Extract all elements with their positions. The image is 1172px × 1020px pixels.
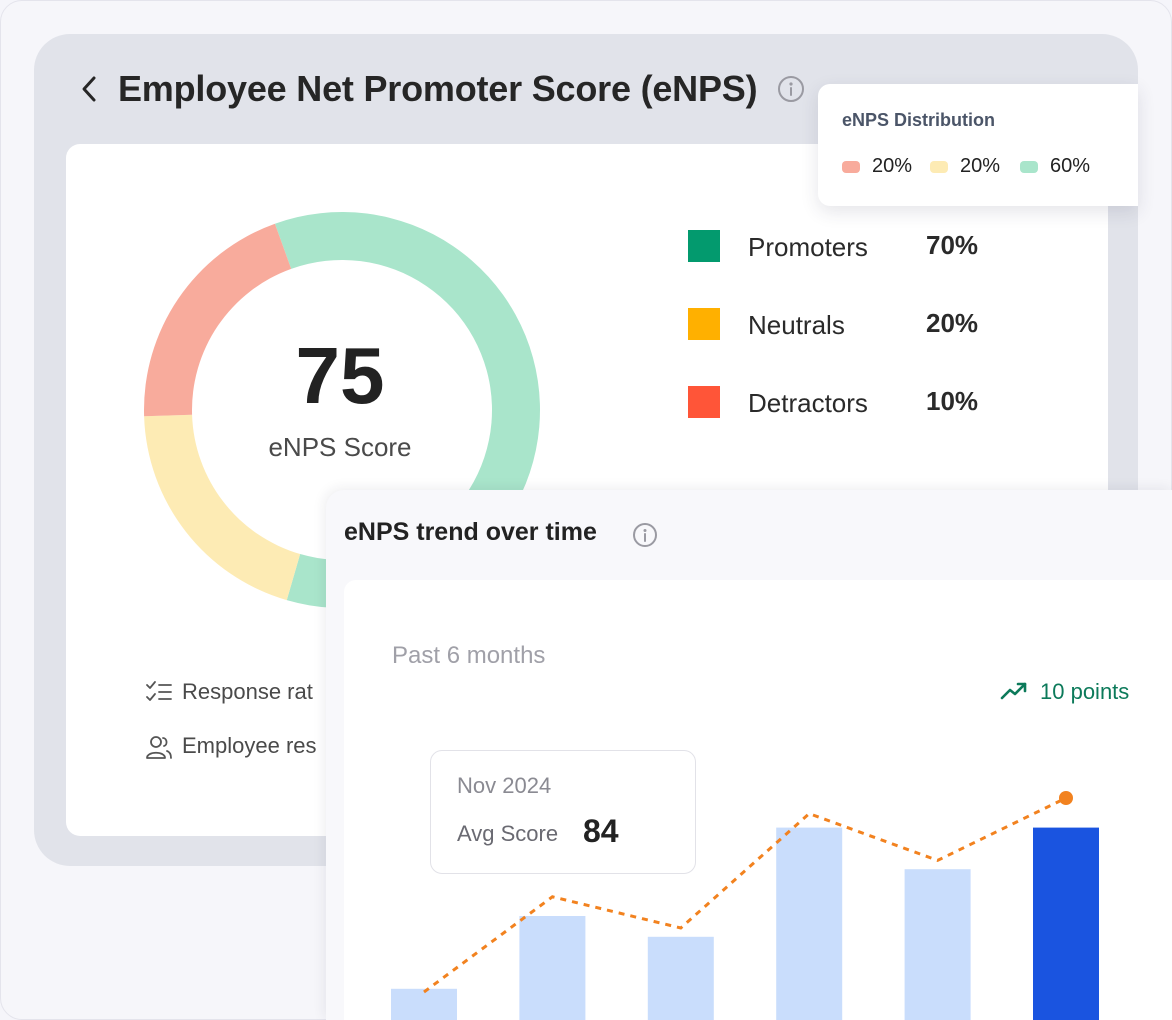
trend-bar[interactable] [647, 936, 714, 1020]
neutrals-swatch [688, 308, 720, 340]
info-icon[interactable] [777, 75, 805, 103]
trend-change-value: 10 points [1040, 679, 1130, 704]
distribution-dot [842, 161, 860, 173]
trend-bar[interactable] [904, 869, 971, 1020]
legend-percent: 10% [926, 386, 979, 416]
trend-bar[interactable] [519, 916, 586, 1020]
page-title: Employee Net Promoter Score (eNPS) [118, 68, 758, 109]
distribution-dot [930, 161, 948, 173]
trend-bar[interactable] [1033, 827, 1099, 1020]
period-label[interactable]: Past 6 months [392, 642, 546, 669]
info-icon[interactable] [632, 522, 658, 548]
legend-label: Detractors [748, 388, 868, 418]
trend-bar[interactable] [776, 827, 843, 1020]
trend-title: eNPS trend over time [344, 518, 597, 546]
donut-segment [144, 223, 292, 417]
users-icon [146, 736, 172, 759]
legend-label: Neutrals [748, 310, 845, 340]
tooltip-label: Avg Score [457, 821, 559, 846]
legend-label: Promoters [748, 232, 868, 262]
checklist-icon [146, 681, 172, 701]
tooltip-date: Nov 2024 [457, 773, 552, 798]
enps-trend-chart [391, 791, 1099, 1020]
legend-percent: 70% [926, 230, 979, 260]
enps-score-label: eNPS Score [268, 432, 412, 462]
trending-up-icon [1000, 682, 1027, 700]
enps-score-value: 75 [295, 331, 385, 420]
chart-tooltip: Nov 2024 Avg Score 84 [430, 750, 696, 874]
tooltip-value: 84 [583, 813, 619, 849]
promoters-swatch [688, 230, 720, 262]
enps-distribution-popup: eNPS Distribution 20% 20% 60% [818, 84, 1138, 206]
distribution-title: eNPS Distribution [842, 110, 996, 130]
donut-segment [144, 414, 301, 601]
employee-responses-label: Employee res [182, 733, 317, 758]
chevron-left-icon[interactable] [78, 72, 100, 106]
trend-line-endpoint [1059, 791, 1073, 805]
trend-line [423, 796, 1067, 994]
response-rate-label: Response rat [182, 679, 313, 704]
legend-percent: 20% [926, 308, 979, 338]
distribution-value: 60% [1050, 155, 1091, 177]
distribution-value: 20% [960, 155, 1001, 177]
distribution-value: 20% [872, 155, 913, 177]
detractors-swatch [688, 386, 720, 418]
trend-bar[interactable] [391, 988, 457, 1020]
distribution-dot [1020, 161, 1038, 173]
